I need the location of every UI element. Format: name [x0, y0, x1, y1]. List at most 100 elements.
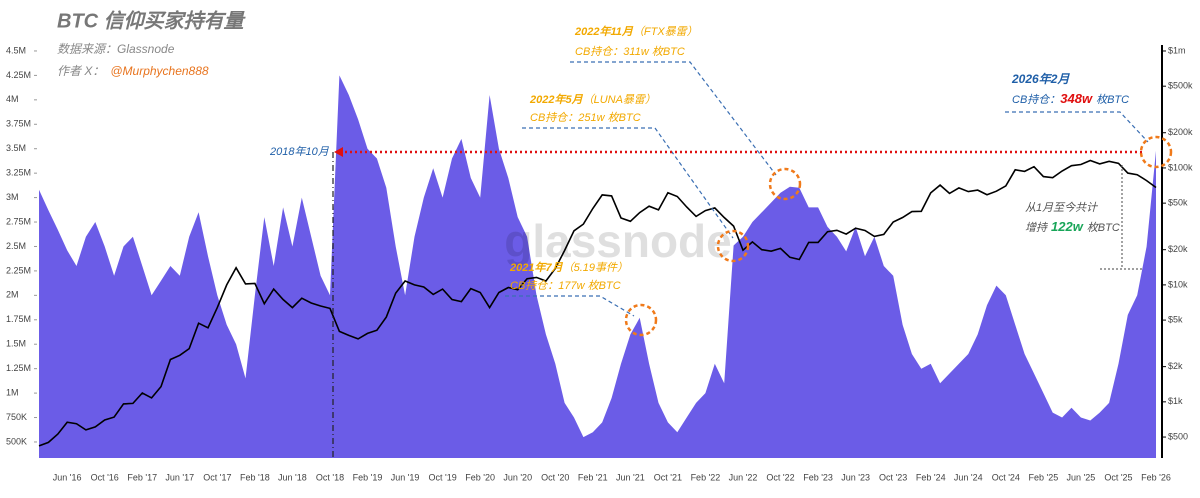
y-tick-label: 4.25M [6, 70, 31, 80]
line [38, 159, 1157, 447]
y-tick-label: 1M [6, 387, 19, 397]
y2-tick-label: $50k [1168, 198, 1188, 208]
x-tick-label: Feb '22 [691, 472, 721, 482]
x-tick-label: Jun '18 [278, 472, 307, 482]
annotation-event: （LUNA暴雷） [583, 93, 656, 106]
annotation-event: （5.19事件） [563, 261, 628, 274]
x-tick-label: Jun '21 [616, 472, 645, 482]
x-tick-label: Jun '17 [165, 472, 194, 482]
highlight-circle [716, 229, 750, 263]
annotation-date: 2022年5月 [529, 93, 584, 106]
leader-line [1005, 111, 1149, 143]
y-tick-label: 500K [6, 436, 27, 446]
author-handle: @Murphychen888 [110, 64, 209, 78]
y-tick-label: 3M [6, 192, 19, 202]
x-tick-label: Feb '17 [127, 472, 157, 482]
leader-line [505, 295, 635, 317]
x-tick-label: Jun '25 [1067, 472, 1096, 482]
y-tick-label: 1.25M [6, 363, 31, 373]
annotation-lines [332, 61, 1173, 458]
y2-tick-label: $1k [1168, 396, 1183, 406]
x-tick-label: Oct '16 [91, 472, 119, 482]
highlight-circle [768, 167, 802, 201]
highlight-circle [1139, 135, 1173, 169]
annotation: 2021年7月（5.19事件） [509, 261, 628, 274]
holding-amount: 348w [1060, 91, 1093, 106]
author-label: 作者 X： [57, 64, 104, 78]
chart-title: BTC 信仰买家持有量 [57, 9, 247, 32]
source: 数据来源：Glassnode [57, 42, 175, 56]
annotation-date: 2021年7月 [509, 261, 564, 274]
watermark: glassnode [504, 215, 732, 267]
author: 作者 X： @Murphychen888 [57, 64, 209, 78]
y-tick-label: 2.25M [6, 265, 31, 275]
y2-tick-label: $200k [1168, 127, 1193, 137]
x-tick-label: Jun '16 [53, 472, 82, 482]
y2-tick-label: $20k [1168, 244, 1188, 254]
y-tick-label: 3.75M [6, 119, 31, 129]
y2-tick-label: $10k [1168, 279, 1188, 289]
annotation-holding: CB持仓：311w 枚BTC [575, 45, 685, 58]
x-tick-label: Jun '22 [729, 472, 758, 482]
annotation: 2022年5月（LUNA暴雷） [529, 93, 656, 106]
annotation-date: 2018年10月 [269, 145, 330, 158]
x-tick-label: Feb '24 [916, 472, 946, 482]
x-tick-label: Oct '20 [541, 472, 569, 482]
increase-prefix: 增持 [1025, 221, 1048, 234]
y-tick-label: 3.25M [6, 168, 31, 178]
arrow-head [334, 147, 343, 157]
holding-unit: 枚BTC [1096, 93, 1129, 106]
y-tick-label: 1.75M [6, 314, 31, 324]
x-tick-label: Oct '24 [992, 472, 1020, 482]
y-tick-label: 2.75M [6, 216, 31, 226]
y-tick-label: 1.5M [6, 339, 26, 349]
x-tick-label: Oct '25 [1104, 472, 1132, 482]
x-tick-label: Oct '18 [316, 472, 344, 482]
x-tick-label: Oct '21 [654, 472, 682, 482]
y2-tick-label: $500k [1168, 81, 1193, 91]
y-tick-label: 3.5M [6, 143, 26, 153]
annotation-holding: CB持仓：177w 枚BTC [510, 279, 621, 292]
annotation-event: （FTX暴雷） [633, 25, 698, 38]
annotation: 2022年11月（FTX暴雷） [574, 25, 698, 38]
x-tick-label: Feb '20 [465, 472, 495, 482]
x-tick-label: Feb '25 [1028, 472, 1058, 482]
leader-line [522, 127, 734, 239]
area [39, 75, 1156, 459]
x-tick-label: Oct '22 [766, 472, 794, 482]
y2-tick-label: $5k [1168, 314, 1183, 324]
annotation-holding: CB持仓：251w 枚BTC [530, 111, 641, 124]
x-tick-label: Oct '23 [879, 472, 907, 482]
x-tick-label: Jun '19 [391, 472, 420, 482]
increase-value: 122w [1051, 219, 1084, 234]
x-tick-label: Jun '24 [954, 472, 983, 482]
y2-tick-label: $2k [1168, 361, 1183, 371]
x-tick-label: Oct '19 [429, 472, 457, 482]
y-tick-label: 4.5M [6, 45, 26, 55]
annotation-date: 2022年11月 [574, 25, 634, 38]
x-tick-label: Feb '26 [1141, 472, 1171, 482]
y-tick-label: 2M [6, 290, 19, 300]
x-tick-label: Feb '19 [353, 472, 383, 482]
increase-amount: 增持 122w 枚BTC [1025, 219, 1120, 234]
y2-tick-label: $100k [1168, 162, 1193, 172]
y2-tick-label: $500 [1168, 431, 1188, 441]
plot-area: 500K 750K 1M 1.25M 1.5M 1.75M 2M 2.25M 2.5M 2.75M… [6, 45, 1193, 482]
leader-line [570, 61, 777, 176]
annotation-date: 2026年2月 [1011, 72, 1070, 86]
x-tick-label: Feb '21 [578, 472, 608, 482]
y-tick-label: 4M [6, 94, 19, 104]
increase-unit: 枚BTC [1087, 221, 1120, 234]
holding-prefix: CB持仓： [1012, 93, 1060, 106]
annotation-holding: CB持仓：348w 枚BTC [1012, 91, 1129, 106]
y-tick-label: 750K [6, 412, 27, 422]
x-tick-label: Feb '18 [240, 472, 270, 482]
y-tick-label: 2.5M [6, 241, 26, 251]
x-tick-label: Oct '17 [203, 472, 231, 482]
x-tick-label: Jun '23 [841, 472, 870, 482]
y2-tick-label: $1m [1168, 45, 1186, 55]
x-tick-label: Feb '23 [803, 472, 833, 482]
increase-label: 从1月至今共计 [1025, 201, 1098, 214]
x-tick-label: Jun '20 [503, 472, 532, 482]
